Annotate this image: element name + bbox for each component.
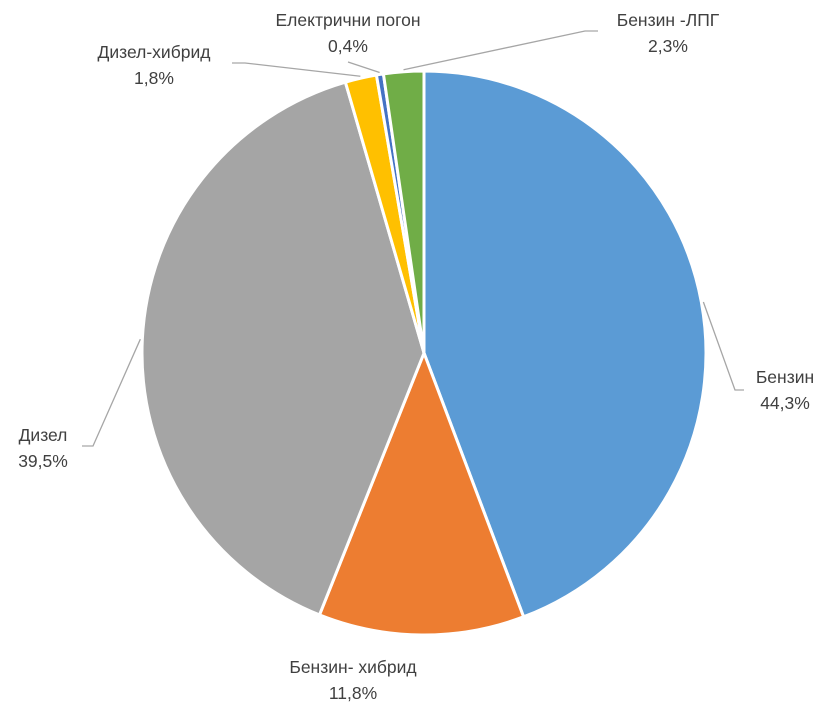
pie-slice-2 (140, 80, 426, 617)
pie-slice-5 (381, 69, 426, 355)
slice-percent-label: 1,8% (134, 68, 174, 88)
slice-percent-label: 11,8% (329, 683, 377, 703)
leader-lines-layer (82, 30, 744, 447)
slice-category-label: Бензин -ЛПГ (617, 10, 720, 30)
data-label-4: Електрични погон 0,4% (275, 10, 420, 56)
slice-percent-label: 0,4% (328, 36, 368, 56)
slice-category-label: Електрични погон (275, 10, 420, 30)
slice-percent-label: 2,3% (648, 36, 688, 56)
slices-layer (140, 69, 708, 637)
slice-category-label: Бензин (756, 367, 814, 387)
slice-category-label: Дизел (19, 425, 68, 445)
labels-layer: Бензин 44,3% Бензин- хибрид 11,8% Дизел 39,5%… (18, 10, 814, 703)
data-label-0: Бензин 44,3% (756, 367, 814, 413)
leader-line-4 (347, 61, 380, 74)
data-label-1: Бензин- хибрид 11,8% (289, 657, 416, 703)
leader-line-0 (702, 301, 744, 391)
data-label-3: Дизел-хибрид 1,8% (98, 42, 211, 88)
slice-category-label: Дизел-хибрид (98, 42, 211, 62)
leader-line-5 (403, 30, 598, 71)
pie-slice-1 (317, 351, 526, 637)
pie-slice-0 (422, 69, 708, 619)
data-label-2: Дизел 39,5% (18, 425, 68, 471)
slice-category-label: Бензин- хибрид (289, 657, 416, 677)
leader-line-2 (82, 338, 141, 447)
slice-percent-label: 39,5% (18, 451, 68, 471)
slice-percent-label: 44,3% (760, 393, 810, 413)
data-label-5: Бензин -ЛПГ 2,3% (617, 10, 720, 56)
leader-line-3 (232, 62, 361, 77)
